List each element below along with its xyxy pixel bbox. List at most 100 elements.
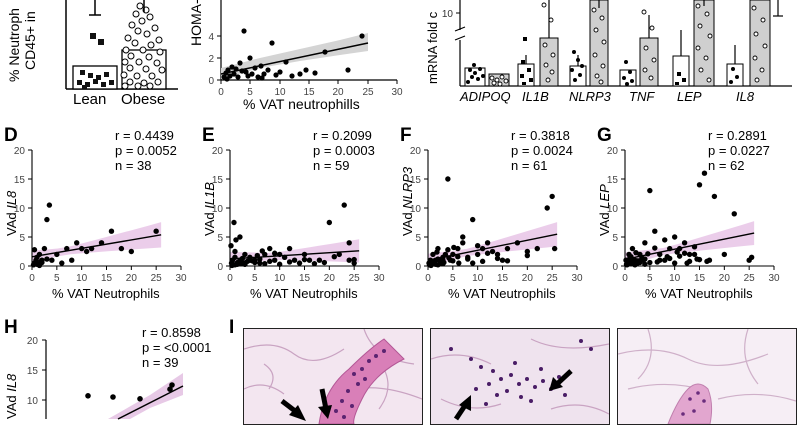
data-point	[262, 260, 268, 267]
data-point	[456, 260, 462, 266]
stat-p: p = 0.0003	[313, 143, 375, 158]
panel-xlabel: % VAT Neutrophils	[250, 286, 358, 301]
data-point	[78, 245, 85, 252]
x-tick-label: 10	[274, 273, 286, 284]
data-point	[242, 261, 248, 267]
data-point	[276, 251, 283, 258]
panel-h-label: H	[4, 317, 18, 338]
panel-h-ytick: 10	[27, 396, 39, 407]
panel-label: F	[400, 125, 412, 146]
panel-h-r: r = 0.8598	[142, 325, 201, 340]
data-point	[460, 234, 466, 240]
panel-c-plot: 10	[442, 0, 792, 87]
data-point	[267, 245, 273, 252]
data-point	[432, 261, 439, 267]
data-point	[137, 396, 143, 402]
stat-r: r = 0.3818	[511, 128, 570, 143]
data-point	[691, 251, 698, 258]
x-tick-label: 10	[76, 273, 88, 284]
stat-r: r = 0.2099	[313, 128, 372, 143]
panel-b-xtick: 0	[218, 87, 224, 98]
data-point	[254, 252, 261, 259]
stat-p: p = 0.0024	[511, 143, 573, 158]
gene-lep: LEP	[677, 89, 702, 104]
data-point	[514, 240, 521, 246]
data-point	[442, 251, 449, 258]
x-tick-label: 20	[522, 273, 534, 284]
y-tick-label: 5	[19, 233, 25, 244]
data-point	[681, 240, 688, 246]
gene-nlrp3: NLRP3	[569, 89, 611, 104]
data-point	[696, 182, 703, 188]
panel-h-ytick: 20	[27, 336, 39, 347]
data-point	[524, 248, 531, 255]
x-tick-label: 20	[324, 273, 336, 284]
panel-h-ytick: 15	[27, 366, 39, 377]
data-point	[31, 247, 38, 253]
data-point	[524, 252, 531, 259]
data-point	[642, 261, 648, 267]
data-point	[629, 245, 636, 252]
data-point	[504, 258, 511, 264]
x-tick-label: 5	[647, 273, 653, 284]
data-point	[686, 251, 693, 258]
data-point	[639, 255, 645, 261]
data-point	[534, 245, 540, 252]
data-point	[446, 255, 452, 261]
panel-h-p: p = <0.0001	[142, 340, 212, 355]
data-point	[232, 262, 238, 268]
data-point	[74, 240, 80, 246]
data-point	[69, 257, 75, 263]
data-point	[701, 170, 708, 176]
confidence-band	[428, 222, 558, 266]
data-point	[704, 258, 710, 265]
data-point	[272, 250, 278, 256]
data-point	[445, 247, 451, 253]
y-tick-label: 0	[217, 262, 223, 273]
y-tick-label: 20	[410, 146, 422, 157]
data-point	[326, 219, 333, 226]
confidence-band	[32, 222, 162, 263]
data-point	[153, 228, 159, 234]
data-point	[484, 250, 491, 256]
panel-b-xtick: 20	[332, 87, 344, 98]
data-point	[434, 249, 440, 255]
y-tick-label: 15	[14, 175, 26, 186]
x-tick-label: 25	[349, 273, 361, 284]
data-point	[54, 251, 60, 258]
data-point	[470, 260, 476, 266]
data-point	[311, 260, 318, 267]
data-point	[331, 254, 337, 260]
gene-il8: IL8	[736, 89, 755, 104]
x-tick-label: 30	[373, 273, 385, 284]
data-point	[544, 205, 550, 211]
data-point	[647, 187, 653, 194]
data-point	[450, 251, 456, 258]
y-tick-label: 0	[612, 262, 618, 273]
panel-label: E	[202, 125, 215, 146]
data-point	[681, 250, 688, 256]
data-point	[169, 382, 175, 388]
gene-labels: ADIPOQ IL1B NLRP3 TNF LEP IL8	[458, 89, 798, 105]
data-point	[494, 255, 501, 262]
stat-n: n = 61	[511, 158, 548, 173]
panel-xlabel: % VAT Neutrophils	[645, 286, 753, 301]
data-point	[276, 261, 283, 267]
data-point	[233, 237, 239, 243]
data-point	[257, 260, 263, 266]
data-point	[645, 251, 651, 257]
data-point	[85, 393, 91, 399]
data-point	[465, 256, 471, 262]
panel-b-xtick: 30	[391, 87, 403, 98]
data-point	[427, 259, 434, 266]
panel-b-xlabel: % VAT neutrophills	[243, 96, 360, 112]
x-tick-label: 20	[719, 273, 731, 284]
data-point	[494, 251, 501, 258]
data-point	[267, 258, 273, 265]
data-point	[231, 219, 237, 226]
y-tick-label: 15	[410, 175, 422, 186]
data-point	[301, 256, 308, 263]
data-point	[662, 237, 668, 243]
